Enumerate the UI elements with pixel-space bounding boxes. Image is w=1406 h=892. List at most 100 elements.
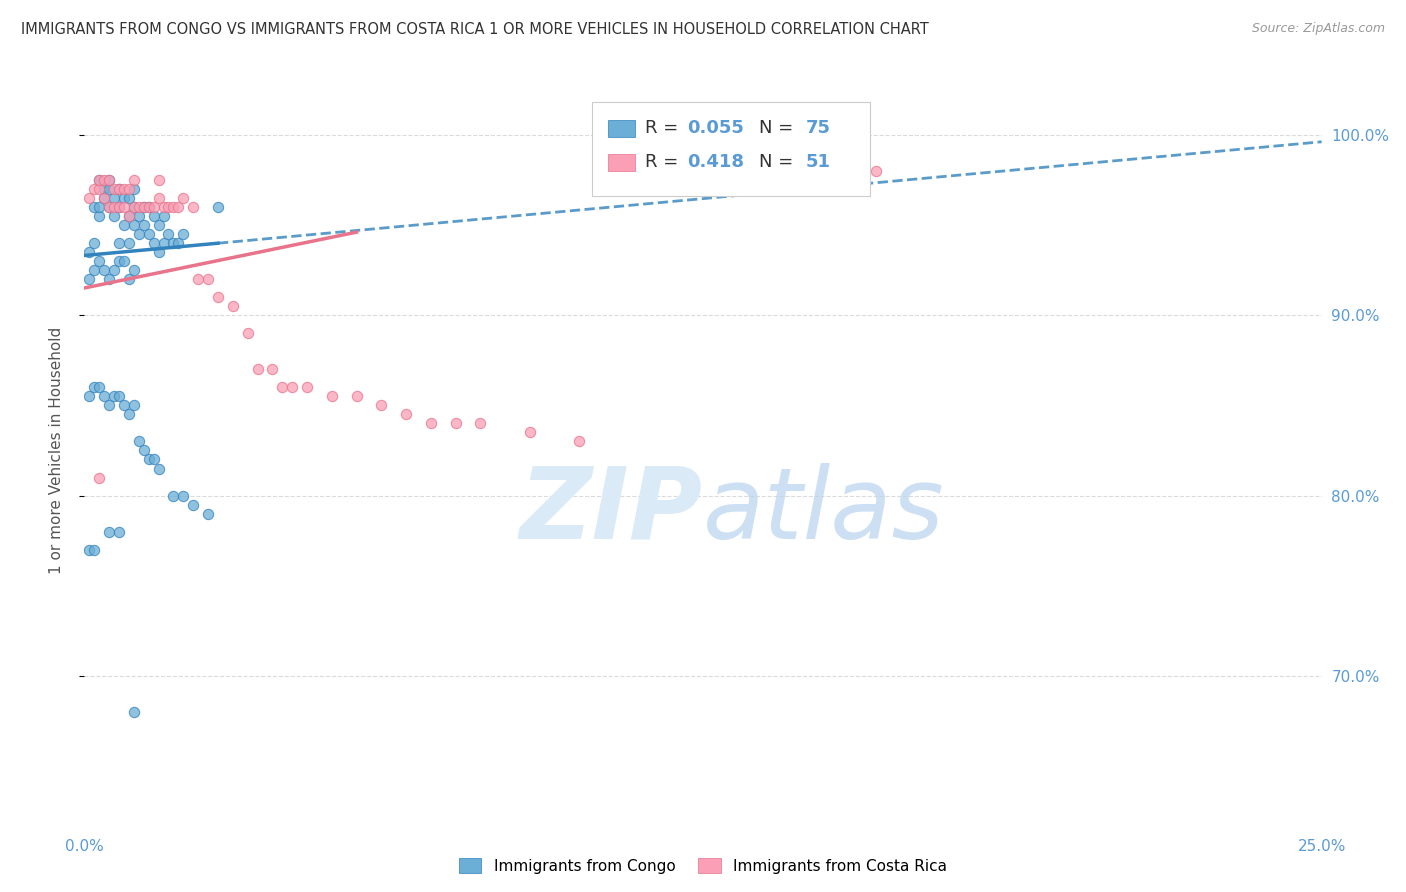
Point [207,200,229,214]
Point [118,235,141,250]
Point [167,235,190,250]
Point [93,191,115,205]
Point [79,191,101,205]
Point [122,200,145,214]
Point [122,172,145,186]
Point [148,244,170,259]
Point [167,200,190,214]
Point [142,209,165,223]
Point [89,380,111,394]
Point [98,200,121,214]
Point [222,299,245,313]
Point [181,200,204,214]
Point [98,398,121,412]
Text: IMMIGRANTS FROM CONGO VS IMMIGRANTS FROM COSTA RICA 1 OR MORE VEHICLES IN HOUSEH: IMMIGRANTS FROM CONGO VS IMMIGRANTS FROM… [21,22,929,37]
Point [98,524,121,539]
Point [148,172,170,186]
Point [281,380,304,394]
Point [93,172,115,186]
Point [103,209,125,223]
Point [83,263,105,277]
Point [79,542,101,557]
Point [122,182,145,196]
Point [181,498,204,512]
Point [83,235,105,250]
Point [93,263,115,277]
Point [89,470,111,484]
Point [162,489,184,503]
Point [108,182,131,196]
Point [138,200,160,214]
Point [108,200,131,214]
Point [89,172,111,186]
Text: atlas: atlas [703,463,945,559]
Point [122,218,145,232]
Point [89,182,111,196]
Point [79,389,101,403]
Point [103,182,125,196]
Point [98,272,121,286]
Point [142,452,165,467]
Point [108,389,131,403]
Point [118,209,141,223]
Point [108,253,131,268]
Point [187,272,209,286]
Point [93,191,115,205]
Point [865,163,887,178]
Point [246,362,269,376]
Point [321,389,343,403]
Legend: Immigrants from Congo, Immigrants from Costa Rica: Immigrants from Congo, Immigrants from C… [453,852,953,880]
Point [162,200,184,214]
Point [197,507,219,521]
Point [98,172,121,186]
Point [93,389,115,403]
Point [138,227,160,241]
Point [271,380,294,394]
Point [89,172,111,186]
Point [148,191,170,205]
Point [122,263,145,277]
Point [519,425,541,440]
Point [148,218,170,232]
Point [98,200,121,214]
Point [112,398,135,412]
Text: R =: R = [645,153,683,171]
Point [132,218,155,232]
Text: N =: N = [759,153,799,171]
Point [157,200,180,214]
Point [108,235,131,250]
Point [128,227,150,241]
Point [93,182,115,196]
Point [103,263,125,277]
Text: Source: ZipAtlas.com: Source: ZipAtlas.com [1251,22,1385,36]
Point [128,209,150,223]
Point [172,227,194,241]
Point [108,200,131,214]
Point [118,209,141,223]
Point [98,172,121,186]
Point [122,705,145,719]
Point [103,191,125,205]
Point [112,200,135,214]
Point [370,398,392,412]
Point [444,417,467,431]
Point [172,191,194,205]
Point [197,272,219,286]
Point [138,452,160,467]
Point [148,461,170,475]
Point [83,542,105,557]
Text: R =: R = [645,120,683,137]
FancyBboxPatch shape [607,154,636,170]
Point [236,326,259,340]
Point [207,290,229,304]
Point [112,182,135,196]
Point [152,209,174,223]
Point [262,362,284,376]
Point [89,253,111,268]
Point [89,209,111,223]
Text: N =: N = [759,120,799,137]
Point [112,191,135,205]
Point [103,389,125,403]
Point [395,408,418,422]
Point [118,272,141,286]
